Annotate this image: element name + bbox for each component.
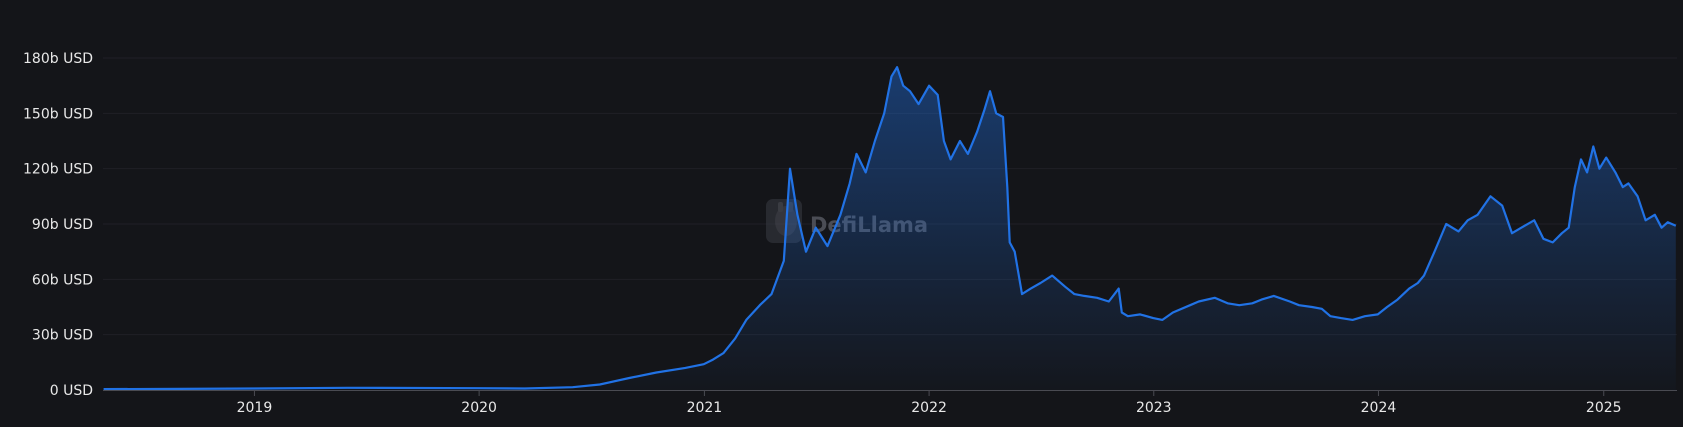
y-tick-label: 120b USD [23,162,93,178]
x-tick-label: 2022 [911,400,947,416]
y-tick-label: 180b USD [23,51,93,67]
tvl-series-line [103,66,1677,391]
y-tick-label: 90b USD [32,217,93,233]
y-axis: 0 USD 30b USD 60b USD 90b USD 120b USD 150b U… [23,51,93,399]
y-tick-label: 30b USD [32,328,93,344]
plot-area [103,66,1677,391]
y-tick-label: 60b USD [32,272,93,288]
y-tick-label: 0 USD [50,383,93,399]
tvl-area-fill [103,67,1676,390]
x-tick-label: 2019 [237,400,273,416]
x-tick-label: 2023 [1136,400,1172,416]
x-tick-label: 2020 [461,400,497,416]
x-tick-label: 2025 [1586,400,1622,416]
x-tick-label: 2024 [1361,400,1397,416]
x-axis: 2019 2020 2021 2022 2023 2024 2025 [103,390,1677,416]
x-tick-label: 2021 [687,400,723,416]
y-tick-label: 150b USD [23,106,93,122]
